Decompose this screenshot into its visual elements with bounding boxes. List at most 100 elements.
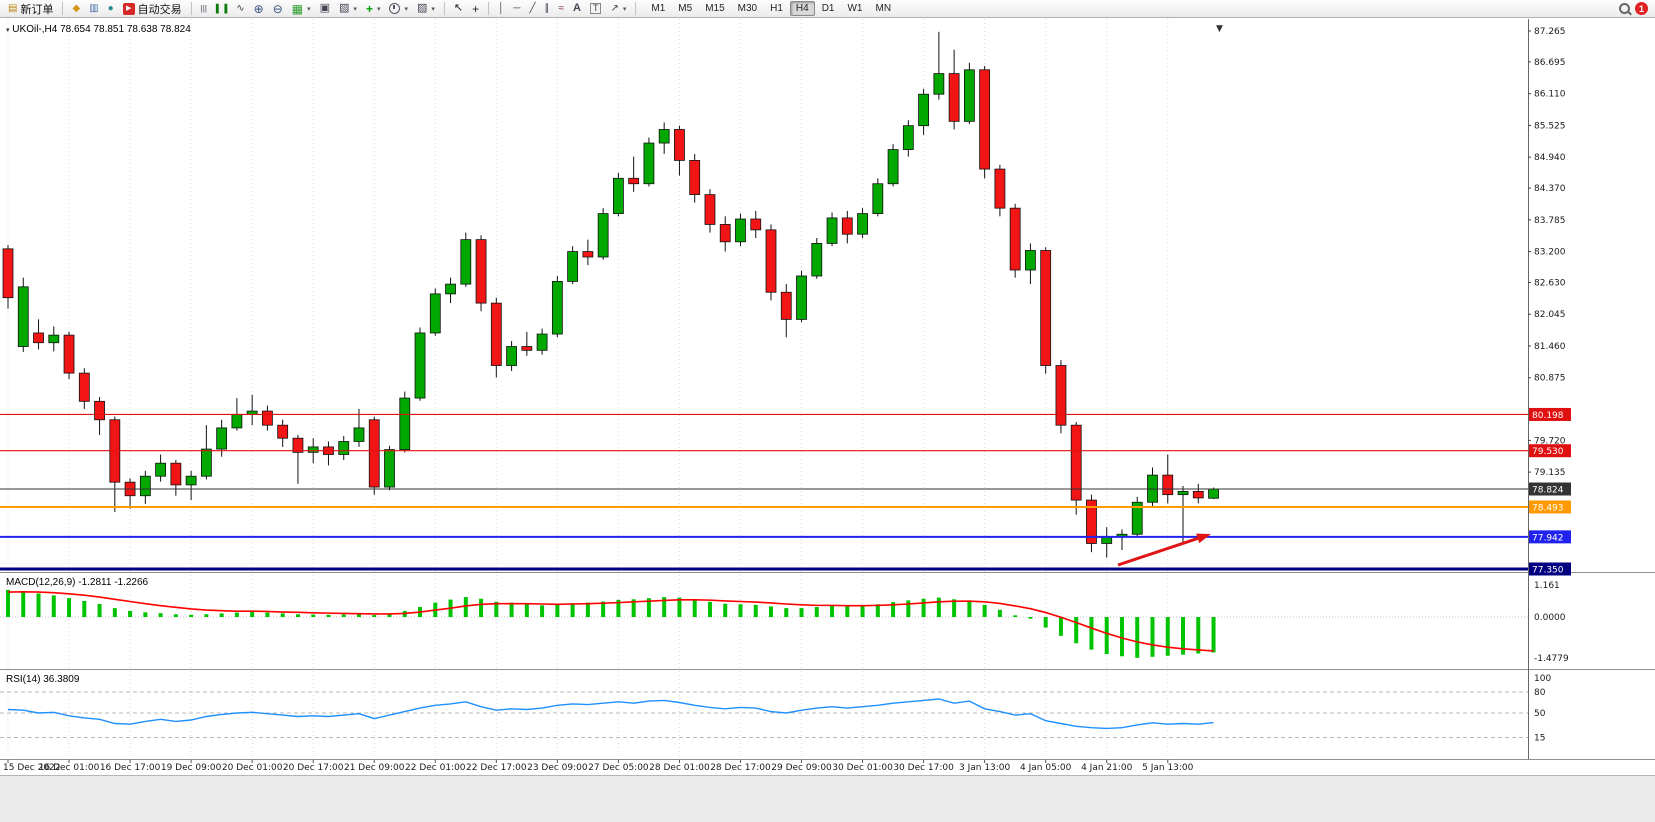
chevron-down-icon: ▾	[307, 5, 311, 13]
trendline-button[interactable]: ╱	[525, 0, 539, 18]
macd-values: -1.2811 -1.2266	[78, 577, 149, 588]
rsi-name: RSI(14)	[6, 674, 41, 685]
time-tick-label: 20 Dec 17:00	[283, 763, 344, 773]
cursor-button[interactable]: ↖	[450, 0, 467, 18]
channel-button[interactable]: ∥	[541, 0, 554, 18]
horizontal-line-icon: ─	[513, 2, 521, 14]
tile-windows-button[interactable]: ▦ ▾	[288, 0, 315, 18]
price-badge-label: 80.198	[1532, 411, 1564, 421]
timeframe-button-mn[interactable]: MN	[875, 3, 892, 14]
timeframe-button-d1[interactable]: D1	[821, 3, 835, 14]
time-tick-label: 16 Dec 01:00	[39, 763, 100, 773]
rsi-axis-label: 15	[1534, 734, 1545, 744]
clock-icon	[389, 3, 401, 14]
price-badge	[1529, 562, 1571, 576]
chart-shift-marker-icon[interactable]: ▼	[1216, 24, 1223, 34]
price-tick-label: 82.630	[1534, 278, 1566, 288]
search-button[interactable]	[1615, 0, 1634, 18]
price-tick-label: 85.525	[1534, 121, 1566, 131]
toolbar-separator	[488, 2, 490, 15]
zoom-out-icon: ⊖	[272, 1, 283, 16]
candles	[2, 31, 1219, 558]
price-badge-label: 79.530	[1532, 447, 1564, 457]
periods-button[interactable]: ▾	[385, 0, 412, 18]
timeframe-button-h4[interactable]: H4	[789, 1, 815, 16]
crosshair-button[interactable]: +	[468, 0, 483, 18]
price-tick-label: 79.720	[1534, 436, 1566, 446]
cascade-windows-icon: ▣	[319, 2, 331, 14]
toolbar-separator	[190, 2, 192, 15]
data-window-button[interactable]: ▥	[85, 0, 102, 18]
price-tick-label: 79.135	[1534, 468, 1566, 478]
indicators-button[interactable]: + ▾	[362, 0, 385, 18]
arrow-annotation[interactable]	[1117, 537, 1199, 567]
macd-axis-label: 1.161	[1534, 581, 1560, 591]
new-chart-button[interactable]: ▧ ▾	[335, 0, 361, 18]
chart-canvas[interactable]: 87.265 86.695 86.110 85.525 84.940 84.370 83.7…	[0, 0, 1655, 780]
price-tick-label: 84.370	[1534, 184, 1566, 194]
price-badge	[1529, 407, 1571, 421]
text-label-button[interactable]: T	[586, 0, 606, 18]
price-tick-label: 83.785	[1534, 216, 1566, 226]
tile-windows-icon: ▦	[291, 1, 304, 16]
symbol-marker-icon: ▾	[6, 27, 10, 34]
price-badge	[1529, 500, 1571, 514]
zoom-out-button[interactable]: ⊖	[269, 0, 287, 18]
time-tick-label: 20 Dec 01:00	[222, 763, 283, 773]
price-tick-label: 87.265	[1534, 27, 1566, 37]
timeframe-button-m1[interactable]: M1	[651, 3, 666, 14]
new-chart-icon: ▧	[339, 2, 350, 14]
navigator-icon: ●	[107, 2, 114, 14]
timeframe-button-m15[interactable]: M15	[705, 3, 725, 14]
market-watch-button[interactable]: ◆	[68, 0, 84, 18]
toolbar-separator	[635, 2, 637, 15]
rsi-line	[7, 698, 1214, 730]
zoom-in-button[interactable]: ⊕	[250, 0, 268, 18]
toolbar-separator	[62, 2, 64, 15]
chevron-down-icon: ▾	[622, 5, 627, 13]
horizontal-line-button[interactable]: ─	[509, 0, 524, 18]
new-order-button[interactable]: ▤ 新订单	[4, 0, 57, 18]
timeframe-button-m30[interactable]: M30	[737, 3, 758, 14]
time-axis[interactable]	[0, 760, 1655, 775]
candlestick-button[interactable]: ▌▐	[212, 0, 231, 18]
price-axis[interactable]	[1528, 19, 1655, 759]
timeframe-button-w1[interactable]: W1	[847, 3, 863, 14]
fibonacci-button[interactable]: ≈	[555, 0, 569, 18]
fibonacci-icon: ≈	[558, 2, 565, 14]
auto-trading-icon: ▶	[122, 2, 135, 15]
time-tick-label: 3 Jan 13:00	[959, 763, 1011, 773]
price-tick-label: 86.110	[1534, 90, 1566, 100]
auto-trading-button[interactable]: ▶ 自动交易	[119, 0, 186, 18]
chart-title: ▾ UKOil-,H4 78.654 78.851 78.638 78.824	[6, 24, 191, 35]
new-order-label: 新订单	[20, 3, 54, 16]
templates-button[interactable]: ▨ ▾	[413, 0, 439, 18]
text-icon: A	[573, 2, 581, 14]
cascade-windows-button[interactable]: ▣	[316, 0, 334, 18]
time-tick-label: 30 Dec 01:00	[832, 763, 893, 773]
navigator-button[interactable]: ●	[104, 0, 118, 18]
arrow-head-icon	[1196, 533, 1211, 544]
line-chart-button[interactable]: ∿	[232, 0, 248, 18]
chart-ohlc-values: 78.654 78.851 78.638 78.824	[60, 24, 191, 35]
time-tick-label: 30 Dec 17:00	[893, 763, 954, 773]
bar-chart-button[interactable]: |||	[197, 0, 211, 18]
timeframe-button-m5[interactable]: M5	[678, 3, 693, 14]
price-tick-label: 84.940	[1534, 153, 1566, 163]
price-tick-label: 82.045	[1534, 310, 1566, 320]
toolbar-separator	[443, 2, 445, 15]
channel-icon: ∥	[544, 2, 550, 14]
timeframe-button-h1[interactable]: H1	[770, 3, 783, 14]
vertical-line-button[interactable]: │	[494, 0, 508, 18]
zoom-in-icon: ⊕	[253, 1, 264, 16]
text-button[interactable]: A	[569, 0, 585, 18]
chevron-down-icon: ▾	[353, 5, 357, 13]
time-tick-label: 28 Dec 01:00	[649, 763, 710, 773]
arrows-button[interactable]: ↗ ▾	[606, 0, 630, 18]
search-icon	[1619, 3, 1630, 14]
status-area	[0, 775, 1655, 822]
chevron-down-icon: ▾	[404, 5, 408, 13]
candlestick-icon: ▌▐	[215, 3, 228, 13]
notification-badge[interactable]: 1	[1635, 2, 1648, 15]
price-badge-label: 77.350	[1532, 565, 1564, 575]
